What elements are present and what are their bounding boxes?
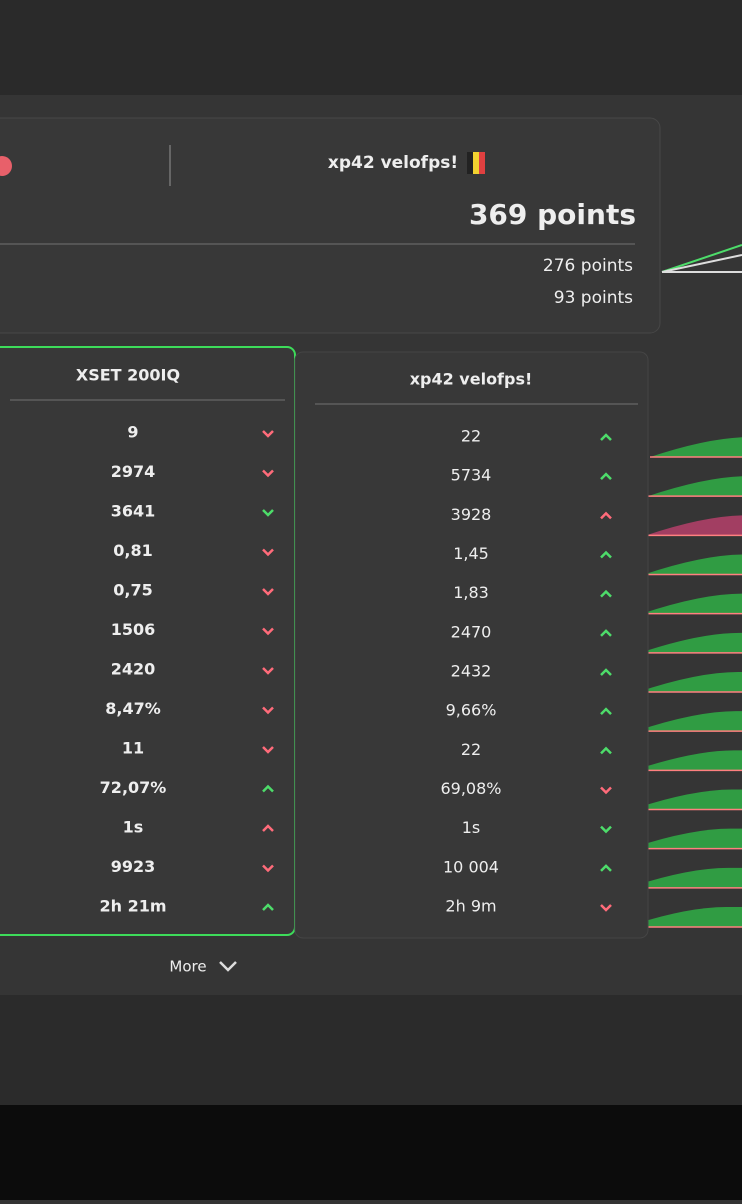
- mini-area: [632, 789, 742, 810]
- trend-arrow: [600, 746, 612, 755]
- total-points: 369 points: [469, 198, 636, 231]
- trend-arrow: [262, 430, 274, 438]
- stat-value: 10 004: [443, 857, 499, 876]
- stat-value: 2470: [451, 622, 492, 641]
- sub-points: 93 points: [554, 288, 633, 308]
- mini-area: [630, 828, 742, 849]
- trend-arrow: [262, 627, 274, 636]
- stat-value: 9: [127, 423, 138, 442]
- mini-area: [650, 437, 742, 457]
- stat-value: 22: [461, 427, 481, 446]
- trend-arrow: [600, 786, 612, 795]
- column-title: xp42 velofps!: [410, 370, 533, 389]
- trend-arrow: [600, 707, 612, 716]
- stat-value: 9,66%: [446, 701, 497, 720]
- trend-arrow: [262, 903, 274, 911]
- trend-arrow: [600, 668, 612, 676]
- mini-area: [640, 632, 742, 653]
- trend-arrow: [262, 667, 274, 675]
- mini-area: [638, 672, 742, 692]
- stat-value: 2420: [111, 660, 156, 679]
- stat-value: 5734: [451, 466, 492, 485]
- sub-points: 276 points: [543, 256, 633, 276]
- stat-value: 72,07%: [100, 778, 167, 797]
- trend-arrow: [600, 864, 612, 872]
- score-panel: [0, 117, 661, 334]
- column-title: XSET 200IQ: [76, 366, 180, 385]
- trend-arrow: [262, 864, 274, 873]
- trend-arrow: [600, 550, 612, 559]
- more-button[interactable]: More: [169, 958, 206, 976]
- flag-icon: [0, 156, 12, 176]
- mini-area: [626, 907, 742, 927]
- stat-value: 2974: [111, 462, 156, 481]
- stat-value: 1506: [111, 620, 156, 639]
- trend-arrow: [262, 706, 274, 715]
- trend-arrow: [600, 472, 612, 481]
- trend-arrow: [600, 825, 612, 834]
- trend-arrow: [600, 589, 612, 598]
- trend-arrow: [262, 469, 274, 478]
- stat-value: 8,47%: [105, 699, 161, 718]
- stat-column: [294, 351, 649, 939]
- mini-area: [628, 867, 742, 888]
- mini-area: [642, 593, 742, 614]
- stat-value: 2432: [451, 662, 492, 681]
- stat-value: 3928: [451, 505, 492, 524]
- footer-bg: [0, 995, 742, 1105]
- mini-area: [646, 515, 742, 536]
- trend-arrow: [262, 824, 274, 832]
- trend-arrow: [600, 433, 612, 441]
- trend-arrow: [262, 746, 274, 754]
- stat-value: 0,75: [113, 581, 152, 600]
- stat-value: 22: [461, 740, 481, 759]
- sparkline: [661, 244, 742, 273]
- mini-area: [644, 554, 742, 575]
- trend-arrow: [262, 588, 274, 596]
- top-bar: [0, 0, 742, 95]
- stat-column: [0, 346, 296, 936]
- mini-area: [634, 750, 742, 771]
- mini-area: [648, 476, 742, 497]
- stat-value: 1s: [462, 818, 481, 837]
- player-name: xp42 velofps!: [328, 153, 458, 173]
- trend-arrow: [262, 548, 274, 557]
- stat-value: 3641: [111, 502, 156, 521]
- trend-arrow: [600, 629, 612, 637]
- stat-value: 0,81: [113, 541, 152, 560]
- trend-arrow: [262, 509, 274, 517]
- trend-arrow: [600, 511, 612, 520]
- belgium-flag: [467, 152, 485, 174]
- stat-value: 1,45: [453, 544, 489, 563]
- stat-value: 11: [122, 739, 144, 758]
- stat-value: 69,08%: [440, 779, 501, 798]
- bezel: [0, 1105, 742, 1200]
- stat-value: 1s: [123, 818, 144, 837]
- stat-value: 1,83: [453, 583, 489, 602]
- stat-value: 9923: [111, 857, 156, 876]
- chevron[interactable]: [219, 961, 237, 972]
- mini-charts: [626, 437, 742, 928]
- stat-value: 2h 9m: [445, 897, 496, 916]
- mini-area: [636, 711, 742, 732]
- stat-value: 2h 21m: [99, 897, 166, 916]
- trend-arrow: [262, 784, 274, 793]
- trend-arrow: [600, 904, 612, 912]
